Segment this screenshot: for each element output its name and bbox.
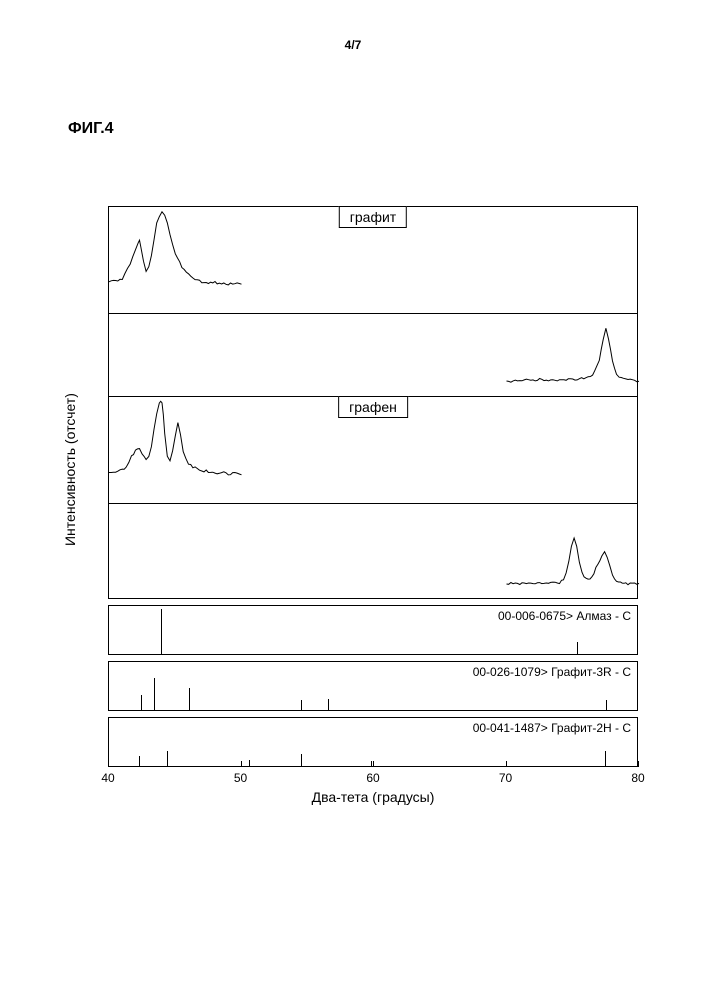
panel-graphite-low-angle: графит — [108, 206, 638, 314]
label-graphene: графен — [338, 396, 408, 418]
panel-graphite-high-angle — [108, 313, 638, 397]
trace-p2 — [109, 314, 637, 396]
ref-stick — [577, 642, 578, 655]
ref-stick — [141, 695, 142, 710]
panel-graphene-high-angle — [108, 503, 638, 599]
ref-label-graphite-3r: 00-026-1079> Графит-3R - С — [473, 665, 631, 679]
x-tick: 60 — [366, 771, 379, 785]
ref-label-graphite-2h: 00-041-1487> Графит-2H - С — [473, 721, 631, 735]
ref-stick — [154, 678, 155, 711]
x-tick: 50 — [234, 771, 247, 785]
reference-graphite-3r: 00-026-1079> Графит-3R - С — [108, 661, 638, 711]
x-tick: 70 — [499, 771, 512, 785]
ref-stick — [605, 751, 606, 766]
ref-stick — [301, 700, 302, 710]
ref-stick — [606, 700, 607, 710]
reference-diamond: 00-006-0675> Алмаз - С — [108, 605, 638, 655]
ref-label-diamond: 00-006-0675> Алмаз - С — [498, 609, 631, 623]
ref-stick — [328, 699, 329, 710]
ref-stick — [249, 760, 250, 766]
reference-graphite-2h: 00-041-1487> Графит-2H - С — [108, 717, 638, 767]
x-tick: 80 — [631, 771, 644, 785]
y-axis-label: Интенсивность (отсчет) — [62, 393, 78, 546]
ref-stick — [139, 756, 140, 766]
x-ticks: 4050607080 — [108, 767, 638, 783]
trace-p4 — [109, 504, 637, 598]
label-graphite: графит — [339, 206, 407, 228]
figure-label: ФИГ.4 — [68, 120, 114, 138]
ref-stick — [189, 688, 190, 711]
ref-stick — [301, 754, 302, 767]
chart-area: Интенсивность (отсчет) графит графен 00-… — [68, 206, 638, 916]
panel-graphene-low-angle: графен — [108, 396, 638, 504]
ref-stick — [161, 609, 162, 654]
x-axis-label: Два-тета (градусы) — [108, 789, 638, 805]
ref-stick — [167, 751, 168, 766]
page-number: 4/7 — [345, 38, 362, 52]
x-tick: 40 — [101, 771, 114, 785]
